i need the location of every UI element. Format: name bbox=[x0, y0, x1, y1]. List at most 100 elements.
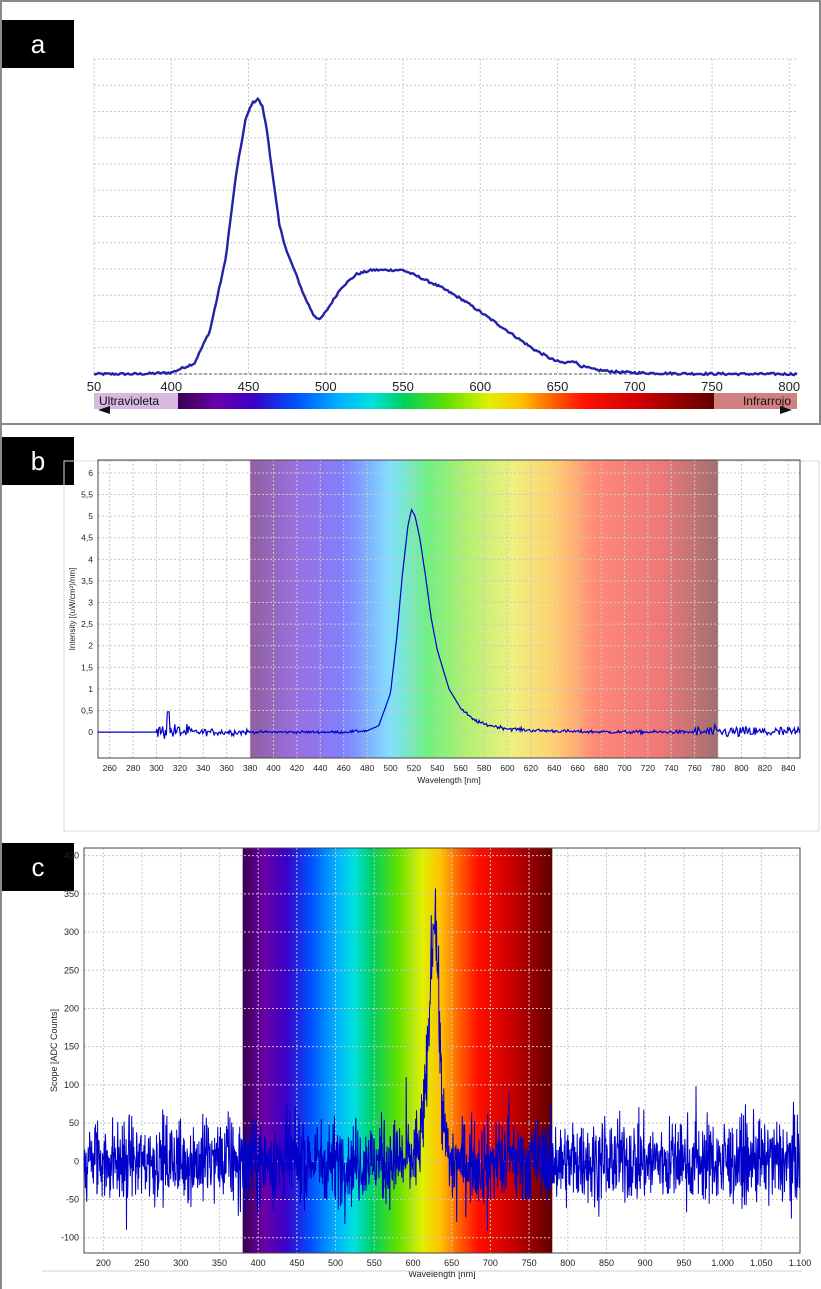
y-tick-label: -100 bbox=[61, 1233, 79, 1243]
chart-panel-b: b 260 280 300 320 340 360 380 400 420 440 460 480 50… bbox=[0, 425, 821, 843]
x-tick-label: 800 bbox=[560, 1258, 575, 1268]
y-tick-label: 100 bbox=[64, 1080, 79, 1090]
x-tick-label: 900 bbox=[638, 1258, 653, 1268]
y-tick-label: 4 bbox=[88, 554, 93, 564]
chart-panel-a: a 50 400 450 500 550 600 650 700 750 800 Ultraviol… bbox=[0, 0, 821, 425]
uv-band bbox=[94, 393, 178, 409]
panel-label: a bbox=[2, 20, 74, 68]
x-tick-label: 550 bbox=[392, 379, 414, 394]
spectrum-chart-b: 260 280 300 320 340 360 380 400 420 440 460 480 500 5… bbox=[63, 459, 820, 832]
x-axis-label: Wavelength [nm] bbox=[408, 1269, 475, 1279]
x-tick-label: 640 bbox=[547, 763, 561, 773]
y-tick-label: 0 bbox=[88, 727, 93, 737]
x-tick-label: 200 bbox=[96, 1258, 111, 1268]
uv-arrow bbox=[98, 406, 110, 414]
y-tick-label: 350 bbox=[64, 889, 79, 899]
chart-panel-c: c 200 250 300 350 400 450 500 550 600 650 700 750 80… bbox=[0, 843, 821, 1289]
y-tick-label: 0,5 bbox=[81, 705, 93, 715]
x-tick-label: 540 bbox=[430, 763, 444, 773]
x-tick-label: 500 bbox=[328, 1258, 343, 1268]
x-tick-label: 750 bbox=[701, 379, 723, 394]
y-tick-label: 1 bbox=[88, 684, 93, 694]
x-tick-label: 340 bbox=[196, 763, 210, 773]
spectrum-chart-c: 200 250 300 350 400 450 500 550 600 650 700 750 800 8… bbox=[42, 847, 812, 1279]
x-tick-label: 550 bbox=[367, 1258, 382, 1268]
x-tick-label: 1.100 bbox=[789, 1258, 812, 1268]
plot-area-border bbox=[83, 847, 801, 1254]
x-tick-label: 400 bbox=[266, 763, 280, 773]
y-tick-label: 5 bbox=[88, 511, 93, 521]
x-tick-label: 650 bbox=[444, 1258, 459, 1268]
x-tick-label: 560 bbox=[454, 763, 468, 773]
x-tick-label: 700 bbox=[483, 1258, 498, 1268]
y-tick-label: 6 bbox=[88, 468, 93, 478]
x-tick-label: 650 bbox=[547, 379, 569, 394]
x-tick-label: 800 bbox=[778, 379, 800, 394]
x-tick-label: 580 bbox=[477, 763, 491, 773]
x-tick-label: 700 bbox=[624, 379, 646, 394]
x-tick-label: 740 bbox=[664, 763, 678, 773]
x-tick-label: 600 bbox=[405, 1258, 420, 1268]
x-tick-label: 620 bbox=[524, 763, 538, 773]
visible-spectrum-band bbox=[242, 848, 553, 1253]
x-tick-label: 600 bbox=[500, 763, 514, 773]
x-tick-label: 350 bbox=[212, 1258, 227, 1268]
series-line bbox=[93, 96, 798, 377]
x-tick-label: 450 bbox=[289, 1258, 304, 1268]
y-tick-label: 5,5 bbox=[81, 490, 93, 500]
y-tick-label: 300 bbox=[64, 927, 79, 937]
x-tick-label: 300 bbox=[173, 1258, 188, 1268]
x-tick-label: 260 bbox=[103, 763, 117, 773]
x-tick-label: 300 bbox=[149, 763, 163, 773]
x-tick-label: 840 bbox=[781, 763, 795, 773]
y-tick-label: 150 bbox=[64, 1042, 79, 1052]
y-tick-label: 250 bbox=[64, 965, 79, 975]
y-tick-label: 0 bbox=[74, 1156, 79, 1166]
x-tick-label: 50 bbox=[87, 379, 101, 394]
x-tick-label: 280 bbox=[126, 763, 140, 773]
y-tick-label: 50 bbox=[69, 1118, 79, 1128]
x-axis-label: Wavelength [nm] bbox=[417, 775, 480, 785]
panel-label: c bbox=[2, 843, 74, 891]
x-tick-label: 720 bbox=[641, 763, 655, 773]
x-tick-label: 780 bbox=[711, 763, 725, 773]
y-tick-label: 3,5 bbox=[81, 576, 93, 586]
x-tick-label: 700 bbox=[617, 763, 631, 773]
x-tick-label: 760 bbox=[688, 763, 702, 773]
x-tick-label: 460 bbox=[337, 763, 351, 773]
x-tick-label: 480 bbox=[360, 763, 374, 773]
y-tick-label: 4,5 bbox=[81, 533, 93, 543]
ir-label: Infrarrojo bbox=[743, 394, 791, 408]
y-tick-label: 2 bbox=[88, 641, 93, 651]
y-axis-label: Intensity [(uW/cm²)/nm] bbox=[68, 568, 77, 651]
x-tick-label: 800 bbox=[734, 763, 748, 773]
spectrum-chart-a: 50 400 450 500 550 600 650 700 750 800 Ultraviolet… bbox=[87, 58, 800, 414]
series-line bbox=[98, 508, 801, 739]
ir-band bbox=[714, 393, 797, 409]
x-tick-label: 500 bbox=[383, 763, 397, 773]
x-tick-label: 950 bbox=[676, 1258, 691, 1268]
x-tick-label: 380 bbox=[243, 763, 257, 773]
y-axis-label: Scope [ADC Counts] bbox=[49, 1009, 59, 1092]
panel-label: b bbox=[2, 437, 74, 485]
y-tick-label: 2,5 bbox=[81, 619, 93, 629]
x-tick-label: 820 bbox=[758, 763, 772, 773]
y-tick-label: -50 bbox=[66, 1195, 79, 1205]
x-tick-label: 250 bbox=[135, 1258, 150, 1268]
x-tick-label: 600 bbox=[469, 379, 491, 394]
y-tick-label: 1,5 bbox=[81, 662, 93, 672]
y-tick-label: 200 bbox=[64, 1003, 79, 1013]
x-tick-label: 750 bbox=[522, 1258, 537, 1268]
x-tick-label: 660 bbox=[571, 763, 585, 773]
x-tick-label: 320 bbox=[173, 763, 187, 773]
x-tick-label: 400 bbox=[160, 379, 182, 394]
x-tick-label: 440 bbox=[313, 763, 327, 773]
x-tick-label: 420 bbox=[290, 763, 304, 773]
x-tick-label: 1.000 bbox=[711, 1258, 734, 1268]
y-tick-label: 3 bbox=[88, 598, 93, 608]
x-tick-label: 360 bbox=[220, 763, 234, 773]
uv-label: Ultravioleta bbox=[99, 394, 159, 408]
y-tick-label: 400 bbox=[64, 851, 79, 861]
series-line bbox=[83, 888, 801, 1231]
x-tick-label: 680 bbox=[594, 763, 608, 773]
